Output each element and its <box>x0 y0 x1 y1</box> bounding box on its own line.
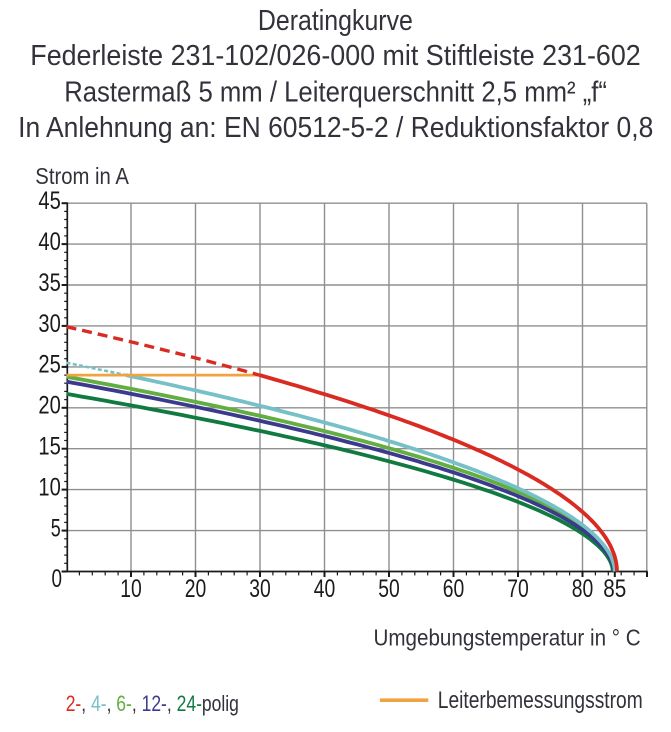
svg-text:Leiterbemessungsstrom: Leiterbemessungsstrom <box>438 687 643 714</box>
svg-text:85: 85 <box>603 575 626 603</box>
svg-text:40: 40 <box>38 228 60 256</box>
svg-text:In Anlehnung an: EN 60512-5-2: In Anlehnung an: EN 60512-5-2 / Reduktio… <box>18 112 653 144</box>
svg-text:Deratingkurve: Deratingkurve <box>258 5 413 37</box>
svg-text:0: 0 <box>52 565 63 593</box>
svg-text:30: 30 <box>249 575 271 603</box>
svg-text:Strom in A: Strom in A <box>35 163 129 189</box>
svg-text:60: 60 <box>443 575 465 603</box>
svg-text:10: 10 <box>120 575 142 603</box>
svg-text:2-, 4-, 6-, 12-, 24-polig: 2-, 4-, 6-, 12-, 24-polig <box>66 691 239 716</box>
svg-text:15: 15 <box>38 433 60 461</box>
svg-text:50: 50 <box>378 575 400 603</box>
svg-text:Federleiste 231-102/026-000 mi: Federleiste 231-102/026-000 mit Stiftlei… <box>30 40 640 72</box>
svg-text:20: 20 <box>185 575 207 603</box>
svg-text:45: 45 <box>38 187 60 215</box>
svg-text:Umgebungstemperatur in ° C: Umgebungstemperatur in ° C <box>374 625 641 651</box>
svg-text:25: 25 <box>38 351 60 379</box>
svg-text:20: 20 <box>38 392 60 420</box>
svg-text:10: 10 <box>38 473 60 501</box>
svg-text:70: 70 <box>507 575 529 603</box>
svg-text:35: 35 <box>38 269 60 297</box>
svg-text:5: 5 <box>51 514 61 542</box>
svg-text:Rastermaß 5 mm / Leiterquersch: Rastermaß 5 mm / Leiterquerschnitt 2,5 m… <box>64 77 607 109</box>
svg-text:40: 40 <box>314 575 336 603</box>
svg-text:30: 30 <box>38 310 60 338</box>
svg-text:80: 80 <box>572 575 594 603</box>
